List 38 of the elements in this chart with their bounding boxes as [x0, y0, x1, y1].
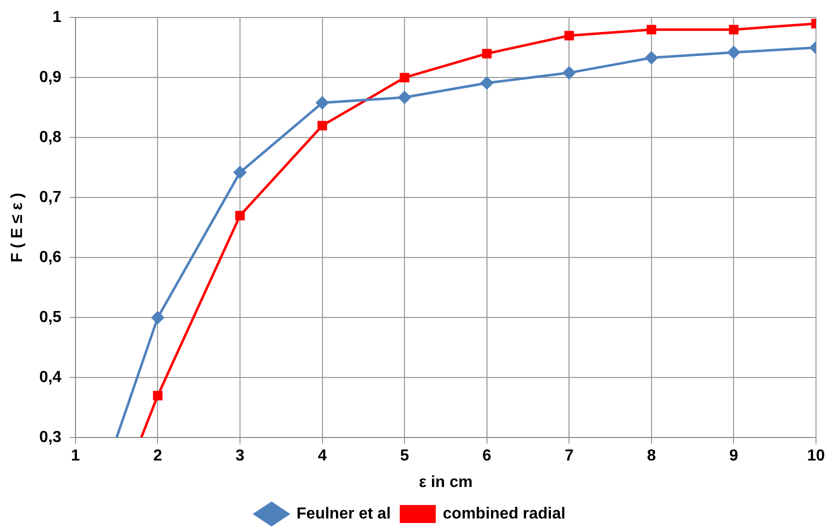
y-tick-label: 0,6: [39, 249, 62, 266]
y-tick-label: 0,3: [39, 429, 62, 446]
y-tick-label: 0,8: [39, 129, 62, 146]
y-tick-label: 0,5: [39, 309, 62, 326]
legend-label: Feulner et al: [296, 505, 391, 522]
x-tick-label: 2: [153, 448, 162, 465]
x-tick-label: 10: [807, 448, 825, 465]
point: [564, 30, 574, 40]
point: [151, 311, 164, 324]
x-tick-label: 1: [70, 448, 80, 465]
point: [152, 390, 163, 400]
x-tick-label: 3: [236, 448, 245, 465]
point: [482, 48, 492, 58]
point: [728, 24, 738, 34]
point: [235, 210, 245, 220]
point: [645, 52, 658, 64]
point: [234, 166, 246, 179]
x-tick-label: 5: [400, 448, 410, 465]
point: [480, 76, 494, 90]
point: [646, 24, 656, 34]
point: [562, 66, 576, 80]
legend-label: combined radial: [442, 505, 566, 522]
x-axis-title: ε in cm: [418, 474, 473, 491]
x-tick-label: 8: [646, 448, 656, 465]
x-tick-label: 7: [564, 448, 574, 465]
y-axis-title: F ( E ≤ ε ): [9, 192, 26, 262]
y-tick-label: 0,4: [39, 369, 62, 386]
point: [318, 120, 328, 130]
y-tick-label: 1: [52, 9, 62, 26]
point: [727, 46, 740, 59]
x-tick-label: 4: [318, 448, 327, 465]
y-tick-label: 0,9: [39, 69, 62, 86]
point: [316, 96, 329, 110]
point: [398, 91, 411, 104]
y-tick-label: 0,7: [39, 189, 62, 206]
point: [400, 72, 410, 82]
x-tick-label: 6: [482, 448, 492, 465]
x-tick-label: 9: [729, 448, 738, 465]
